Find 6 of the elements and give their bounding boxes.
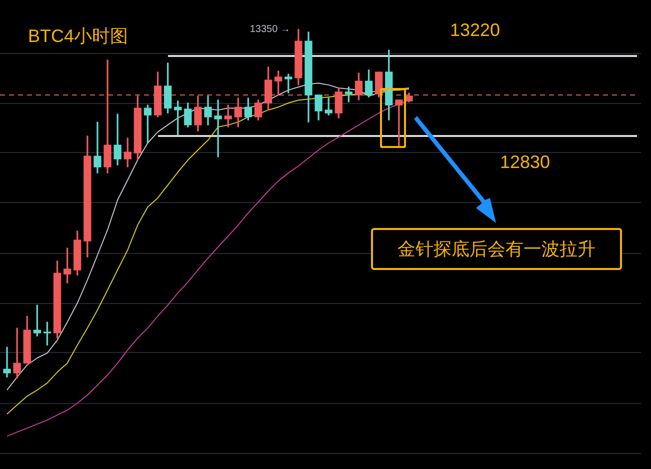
annotation: 金针探底后会有一波拉升: [371, 228, 622, 270]
annotation: 13350 →: [250, 24, 290, 36]
text: BTC4小时图: [28, 26, 128, 46]
ref-line-label: 12830: [500, 152, 550, 172]
ref-line-label: 13220: [450, 20, 500, 40]
candlestick: [43, 322, 52, 346]
